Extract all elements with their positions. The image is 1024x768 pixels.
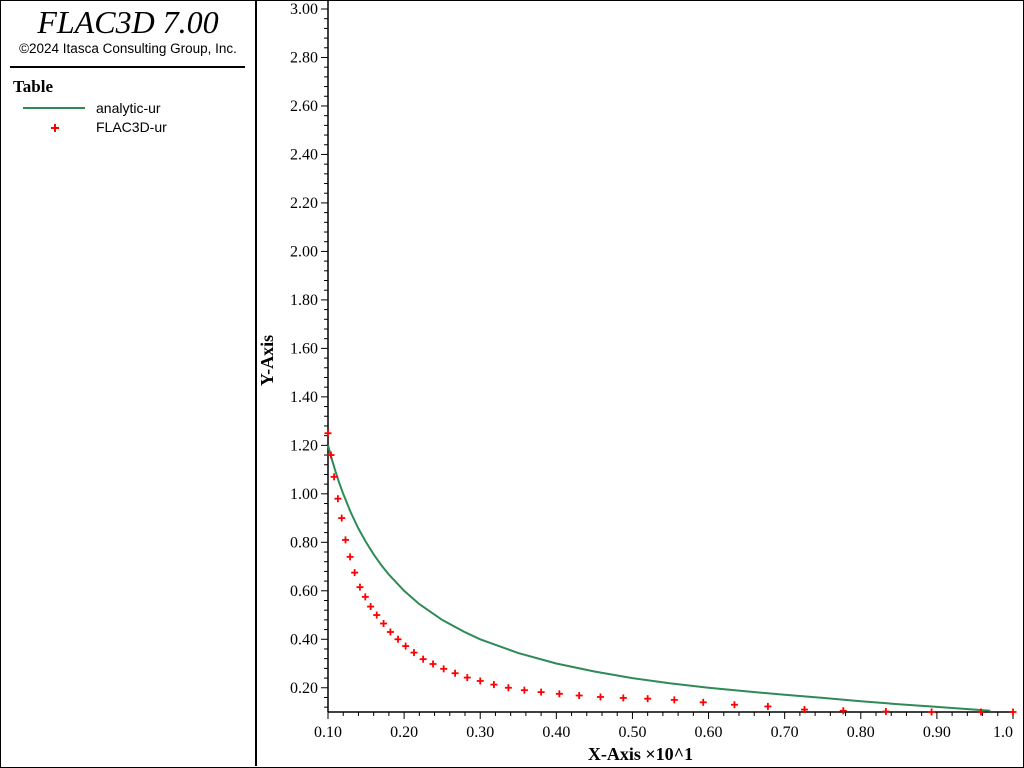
x-tick-label: 0.50 <box>618 724 646 741</box>
data-point-flac3d-ur <box>361 593 369 601</box>
series-line-analytic-ur <box>327 445 991 712</box>
y-tick-label: 2.00 <box>290 243 318 260</box>
y-tick-label: 0.60 <box>290 583 318 600</box>
data-point-flac3d-ur <box>419 655 427 663</box>
data-point-flac3d-ur <box>800 706 808 714</box>
data-point-flac3d-ur <box>324 429 332 437</box>
data-point-flac3d-ur <box>619 694 627 702</box>
data-point-flac3d-ur <box>839 707 847 715</box>
app-title: FLAC3D 7.00 <box>37 4 219 40</box>
y-tick-label: 2.20 <box>290 195 318 212</box>
legend-item-analytic-ur: analytic-ur <box>23 99 243 117</box>
x-tick-label: 1.0 <box>993 724 1013 741</box>
x-tick-label: 0.90 <box>923 724 951 741</box>
x-tick-label: 0.80 <box>847 724 875 741</box>
data-point-flac3d-ur <box>1009 708 1017 716</box>
data-point-flac3d-ur <box>504 684 512 692</box>
y-tick-label: 1.40 <box>290 389 318 406</box>
data-point-flac3d-ur <box>490 681 498 689</box>
data-point-flac3d-ur <box>367 603 375 611</box>
data-point-flac3d-ur <box>386 628 394 636</box>
chart-axes <box>327 1 1013 713</box>
y-tick-label: 3.00 <box>290 1 318 18</box>
data-point-flac3d-ur <box>338 514 346 522</box>
data-point-flac3d-ur <box>373 611 381 619</box>
data-point-flac3d-ur <box>882 708 890 716</box>
legend-label-flac3d-ur: FLAC3D-ur <box>96 119 167 135</box>
data-point-flac3d-ur <box>463 674 471 682</box>
y-tick-label: 0.40 <box>290 631 318 648</box>
data-point-flac3d-ur <box>330 473 338 481</box>
data-point-flac3d-ur <box>537 688 545 696</box>
y-tick-label: 1.00 <box>290 486 318 503</box>
legend-line-swatch <box>23 107 85 109</box>
data-point-flac3d-ur <box>730 701 738 709</box>
data-point-flac3d-ur <box>596 693 604 701</box>
copyright-text: ©2024 Itasca Consulting Group, Inc. <box>19 41 237 56</box>
x-tick-label: 0.30 <box>466 724 494 741</box>
x-tick-label: 0.10 <box>314 724 342 741</box>
data-point-flac3d-ur <box>555 690 563 698</box>
y-tick-label: 2.40 <box>290 146 318 163</box>
data-point-flac3d-ur <box>575 692 583 700</box>
y-tick-label: 0.20 <box>290 680 318 697</box>
data-point-flac3d-ur <box>644 695 652 703</box>
data-point-flac3d-ur <box>764 702 772 710</box>
legend-label-analytic-ur: analytic-ur <box>96 100 161 116</box>
data-point-flac3d-ur <box>327 451 335 459</box>
x-tick-label: 0.40 <box>542 724 570 741</box>
y-axis-title: Y-Axis <box>257 335 277 386</box>
chart-ticks: 0.20 0.40 0.60 0.80 1.00 1.20 1.40 1.60 1.80 2.00… <box>290 1 1014 741</box>
x-tick-label: 0.20 <box>390 724 418 741</box>
data-point-flac3d-ur <box>699 698 707 706</box>
legend-panel: FLAC3D 7.00 ©2024 Itasca Consulting Grou… <box>1 1 257 766</box>
y-tick-label: 1.80 <box>290 292 318 309</box>
data-point-flac3d-ur <box>670 696 678 704</box>
data-point-flac3d-ur <box>429 660 437 668</box>
y-tick-label: 2.60 <box>290 98 318 115</box>
data-point-flac3d-ur <box>928 708 936 716</box>
legend-divider <box>10 66 245 68</box>
y-tick-label: 2.80 <box>290 49 318 66</box>
legend-plus-swatch <box>51 124 59 132</box>
x-tick-label: 0.70 <box>771 724 799 741</box>
data-point-flac3d-ur <box>476 677 484 685</box>
chart-series <box>324 429 1017 716</box>
x-tick-label: 0.60 <box>695 724 723 741</box>
data-point-flac3d-ur <box>351 569 359 577</box>
chart-area: 0.20 0.40 0.60 0.80 1.00 1.20 1.40 1.60 1.80 2.00… <box>257 1 1017 764</box>
data-point-flac3d-ur <box>410 649 418 657</box>
data-point-flac3d-ur <box>402 642 410 650</box>
data-point-flac3d-ur <box>977 708 985 716</box>
legend-item-flac3d-ur: FLAC3D-ur <box>23 118 243 136</box>
y-tick-label: 0.80 <box>290 534 318 551</box>
data-point-flac3d-ur <box>520 686 528 694</box>
data-point-flac3d-ur <box>346 553 354 561</box>
x-axis-title: X-Axis ×10^1 <box>588 744 693 764</box>
data-point-flac3d-ur <box>356 583 364 591</box>
data-point-flac3d-ur <box>394 635 402 643</box>
legend-title: Table <box>13 77 54 96</box>
data-point-flac3d-ur <box>334 495 342 503</box>
y-tick-label: 1.60 <box>290 340 318 357</box>
data-point-flac3d-ur <box>342 536 350 544</box>
data-point-flac3d-ur <box>440 665 448 673</box>
y-tick-label: 1.20 <box>290 437 318 454</box>
data-point-flac3d-ur <box>451 669 459 677</box>
data-point-flac3d-ur <box>380 620 388 628</box>
